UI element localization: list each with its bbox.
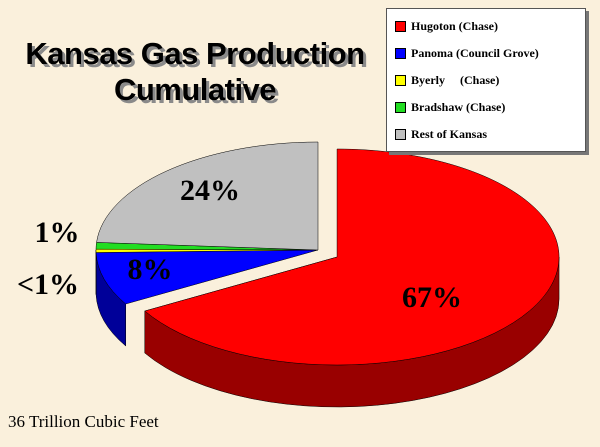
legend: Hugoton (Chase) Panoma (Council Grove) Bye… — [386, 8, 586, 152]
legend-label: Bradshaw (Chase) — [411, 100, 506, 114]
annotation: 36 Trillion Cubic Feet — [8, 412, 159, 431]
legend-swatch — [395, 129, 406, 140]
data-label: 8% — [128, 253, 173, 286]
legend-label: Rest of Kansas — [411, 127, 488, 141]
pie-slice — [95, 249, 319, 305]
legend-label: Byerly (Chase) — [411, 73, 500, 87]
legend-label: Hugoton (Chase) — [411, 19, 499, 33]
chart-title: Kansas Gas Production Cumulative — [25, 36, 365, 107]
legend-swatch — [395, 21, 406, 32]
legend-swatch — [395, 102, 406, 113]
pie-slice — [96, 141, 319, 251]
data-label: 67% — [402, 281, 462, 314]
data-label: 1% — [35, 216, 80, 249]
legend-label: Panoma (Council Grove) — [411, 46, 539, 60]
legend-swatch — [395, 48, 406, 59]
data-label: <1% — [17, 268, 79, 301]
data-label: 24% — [180, 174, 240, 207]
pie-slice — [144, 148, 560, 366]
legend-swatch — [395, 75, 406, 86]
